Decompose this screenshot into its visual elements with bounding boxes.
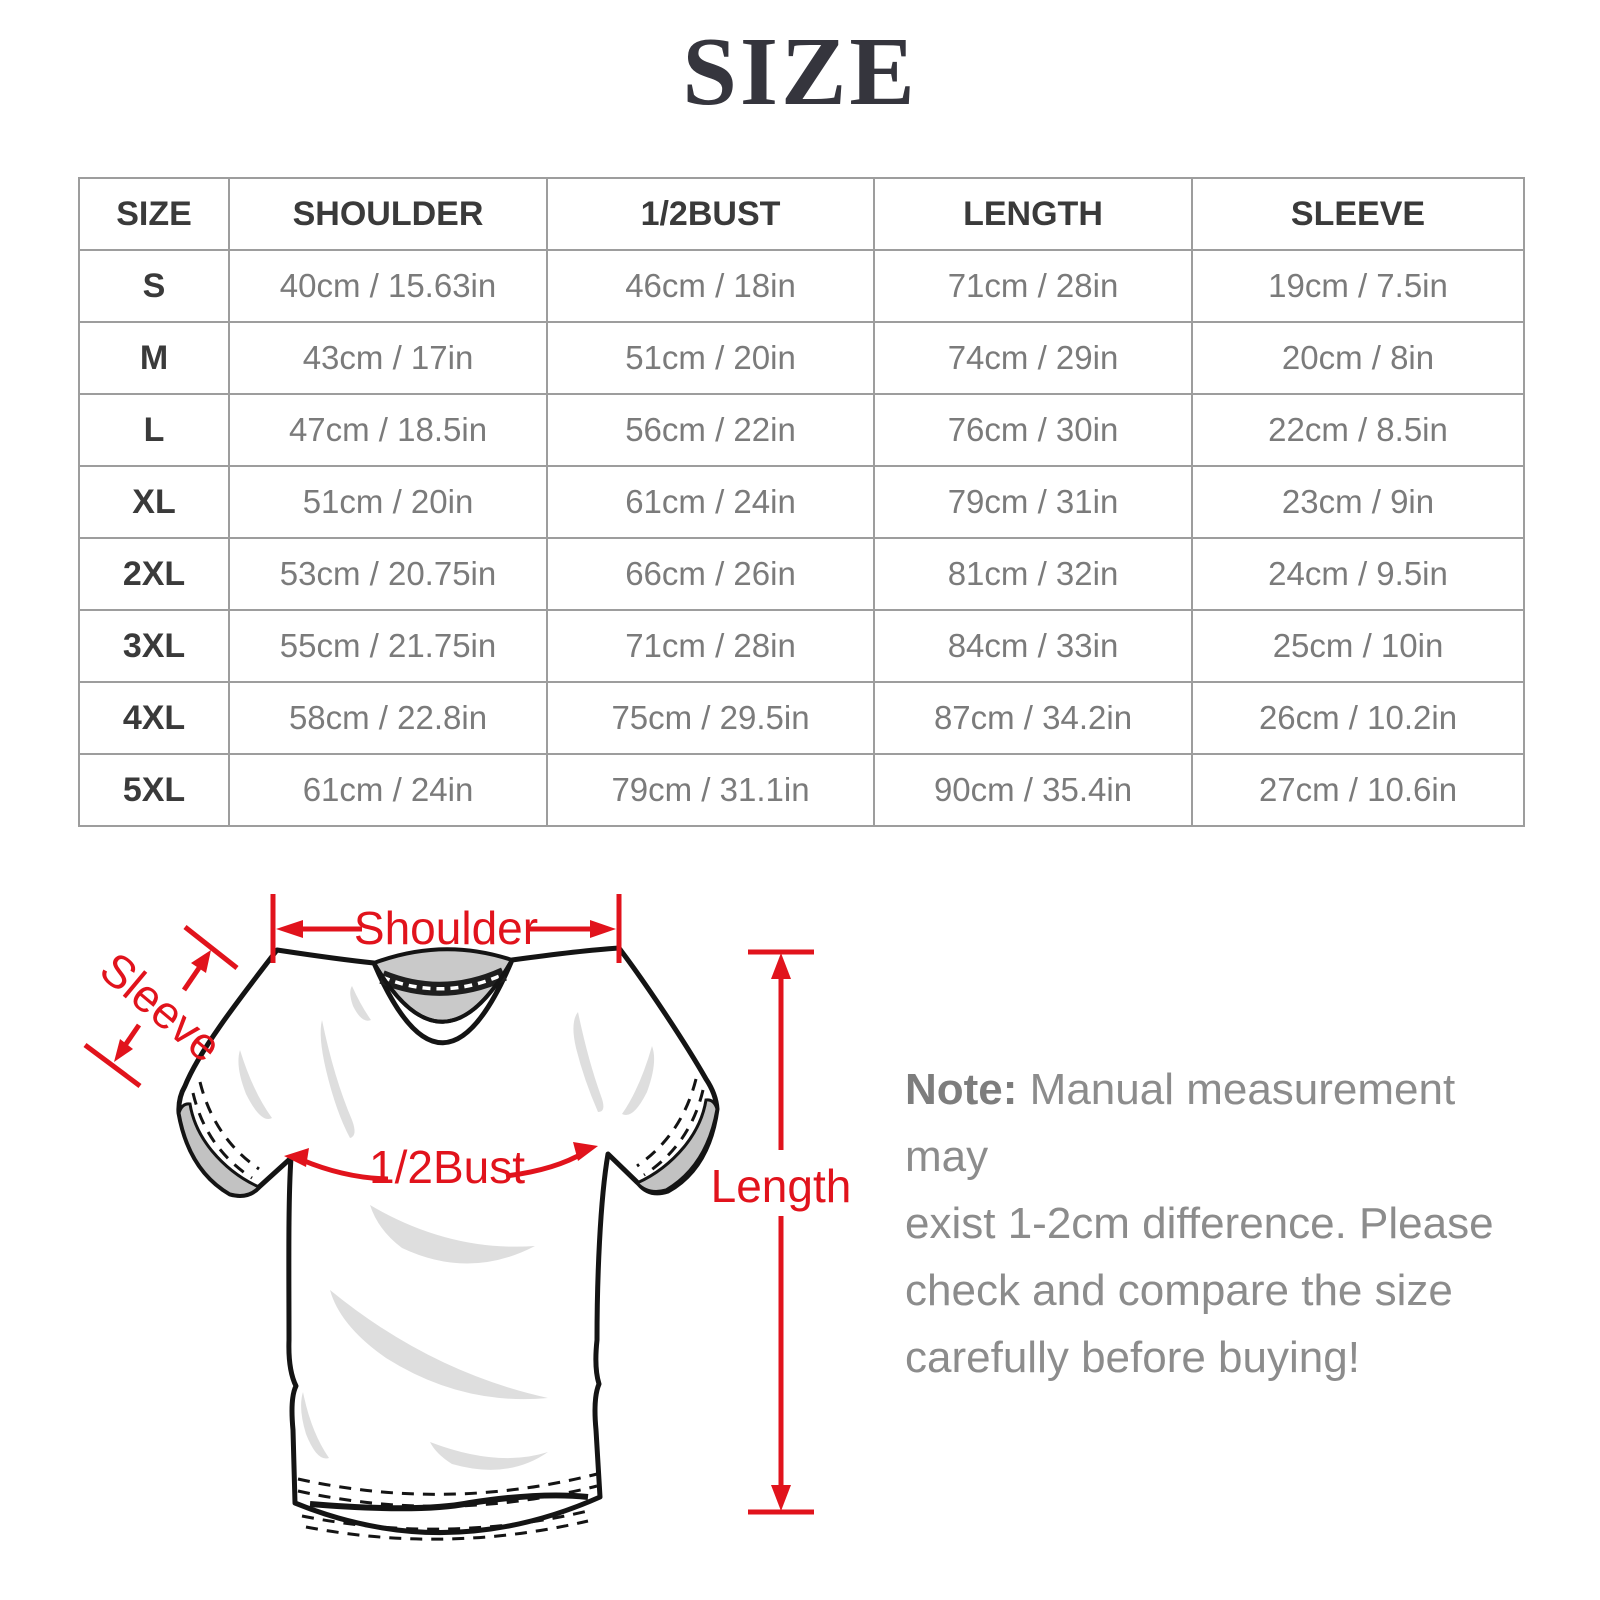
size-cell: 5XL <box>78 753 230 827</box>
column-header: LENGTH <box>873 177 1193 251</box>
bust-label: 1/2Bust <box>369 1141 525 1193</box>
wrinkle-shading <box>320 1020 355 1138</box>
note-label: Note: <box>905 1065 1018 1114</box>
measurement-cell: 20cm / 8in <box>1191 321 1525 395</box>
size-row: L 47cm / 18.5in 56cm / 22in 76cm / 30in 22cm… <box>78 393 1525 467</box>
measurement-cell: 74cm / 29in <box>873 321 1193 395</box>
measurement-cell: 40cm / 15.63in <box>228 249 548 323</box>
measurement-cell: 51cm / 20in <box>546 321 875 395</box>
sleeve-stitching <box>198 1081 260 1171</box>
column-header: SLEEVE <box>1191 177 1525 251</box>
wrinkle-shading <box>238 1050 272 1119</box>
column-header: SHOULDER <box>228 177 548 251</box>
wrinkle-shading <box>622 1046 655 1116</box>
left-cuff <box>177 1102 262 1197</box>
measurement-cell: 66cm / 26in <box>546 537 875 611</box>
length-arrow: Length <box>711 949 852 1515</box>
measurement-cell: 71cm / 28in <box>873 249 1193 323</box>
size-cell: XL <box>78 465 230 539</box>
sleeve-label: Sleeve <box>90 942 231 1072</box>
measurement-cell: 84cm / 33in <box>873 609 1193 683</box>
size-row: 5XL 61cm / 24in 79cm / 31.1in 90cm / 35.4in… <box>78 753 1525 827</box>
bust-arrow: 1/2Bust <box>284 1141 598 1193</box>
measurement-cell: 46cm / 18in <box>546 249 875 323</box>
size-row: M 43cm / 17in 51cm / 20in 74cm / 29in 20cm /… <box>78 321 1525 395</box>
wrinkle-shading <box>330 1290 548 1400</box>
length-label: Length <box>711 1160 852 1212</box>
page-title: SIZE <box>682 18 918 126</box>
size-cell: 2XL <box>78 537 230 611</box>
measurement-cell: 56cm / 22in <box>546 393 875 467</box>
measurement-cell: 81cm / 32in <box>873 537 1193 611</box>
measurement-cell: 25cm / 10in <box>1191 609 1525 683</box>
sleeve-stitching <box>643 1089 705 1177</box>
measurement-cell: 43cm / 17in <box>228 321 548 395</box>
size-cell: 3XL <box>78 609 230 683</box>
measurement-cell: 79cm / 31.1in <box>546 753 875 827</box>
size-table: SIZE SHOULDER 1/2BUST LENGTH SLEEVE S 40cm / … <box>78 177 1525 827</box>
shoulder-arrow: Shoulder <box>270 894 622 963</box>
column-header: 1/2BUST <box>546 177 875 251</box>
measurement-cell: 24cm / 9.5in <box>1191 537 1525 611</box>
column-header: SIZE <box>78 177 230 251</box>
measurement-cell: 23cm / 9in <box>1191 465 1525 539</box>
size-cell: 4XL <box>78 681 230 755</box>
measurement-cell: 19cm / 7.5in <box>1191 249 1525 323</box>
measurement-cell: 51cm / 20in <box>228 465 548 539</box>
sleeve-stitching <box>636 1078 698 1168</box>
size-row: S 40cm / 15.63in 46cm / 18in 71cm / 28in 19c… <box>78 249 1525 323</box>
size-row: 4XL 58cm / 22.8in 75cm / 29.5in 87cm / 34.2… <box>78 681 1525 755</box>
hem-stitching <box>301 1508 593 1531</box>
measurement-cell: 79cm / 31in <box>873 465 1193 539</box>
wrinkle-shading <box>301 1392 329 1459</box>
measurement-cell: 87cm / 34.2in <box>873 681 1193 755</box>
size-row: 2XL 53cm / 20.75in 66cm / 26in 81cm / 32in 2… <box>78 537 1525 611</box>
measurement-cell: 58cm / 22.8in <box>228 681 548 755</box>
measurement-cell: 76cm / 30in <box>873 393 1193 467</box>
tshirt-diagram: Shoulder Sleeve 1/2Bust <box>83 894 852 1541</box>
wrinkle-shading <box>430 1442 548 1470</box>
header-row: SIZE SHOULDER 1/2BUST LENGTH SLEEVE <box>78 177 1525 251</box>
measurement-cell: 71cm / 28in <box>546 609 875 683</box>
measurement-cell: 47cm / 18.5in <box>228 393 548 467</box>
size-row: XL 51cm / 20in 61cm / 24in 79cm / 31in 23cm … <box>78 465 1525 539</box>
measurement-cell: 61cm / 24in <box>228 753 548 827</box>
wrinkle-shading <box>350 986 371 1021</box>
measurement-cell: 22cm / 8.5in <box>1191 393 1525 467</box>
measurement-cell: 90cm / 35.4in <box>873 753 1193 827</box>
measurement-cell: 75cm / 29.5in <box>546 681 875 755</box>
wrinkle-shading <box>370 1205 535 1264</box>
collar-rib-inner-edge <box>372 959 514 1024</box>
measurement-cell: 26cm / 10.2in <box>1191 681 1525 755</box>
size-row: 3XL 55cm / 21.75in 71cm / 28in 84cm / 33in 2… <box>78 609 1525 683</box>
measurement-cell: 53cm / 20.75in <box>228 537 548 611</box>
shoulder-label: Shoulder <box>354 902 538 954</box>
measurement-cell: 61cm / 24in <box>546 465 875 539</box>
sleeve-stitching <box>191 1092 253 1180</box>
size-cell: M <box>78 321 230 395</box>
size-cell: L <box>78 393 230 467</box>
size-cell: S <box>78 249 230 323</box>
hem-fold-line <box>309 1492 589 1512</box>
measurement-cell: 27cm / 10.6in <box>1191 753 1525 827</box>
note-text: Note: Manual measurement may exist 1-2cm… <box>905 1065 1494 1382</box>
measurement-cell: 55cm / 21.75in <box>228 609 548 683</box>
collar-seam-zigzag <box>381 972 505 991</box>
right-cuff <box>634 1098 719 1193</box>
hem-stitching <box>297 1472 598 1496</box>
wrinkle-shading <box>573 1012 604 1112</box>
